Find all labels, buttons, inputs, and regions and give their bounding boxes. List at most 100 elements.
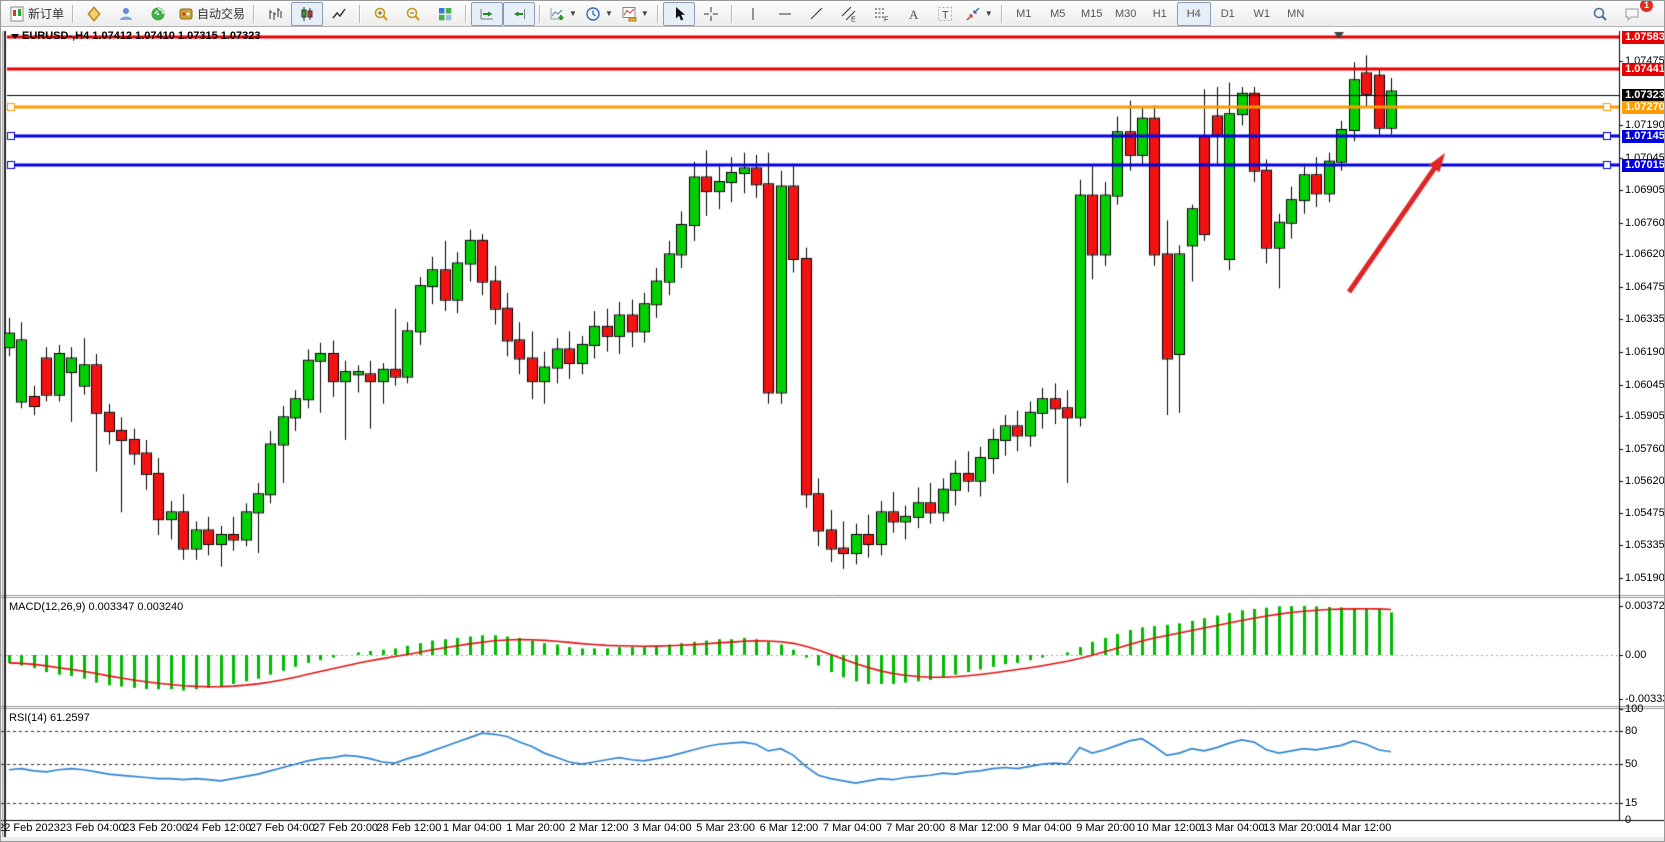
gold-diamond-icon [87, 5, 101, 22]
axis-tick-label: 50 [1625, 758, 1638, 771]
time-tick-label: 23 Feb 20:00 [123, 822, 189, 834]
indicators-button[interactable]: ▼ [545, 2, 581, 26]
fibo-icon: F [874, 8, 888, 22]
search-button[interactable] [1584, 2, 1616, 26]
timeframe-button-w1[interactable]: W1 [1253, 7, 1270, 20]
toolbar-separator [72, 4, 75, 23]
candles-icon [301, 6, 313, 21]
time-tick-label: 24 Feb 12:00 [186, 822, 252, 834]
dropdown-caret-icon[interactable]: ▼ [569, 9, 577, 18]
autotrading-button[interactable]: 自动交易 [174, 2, 249, 26]
channel-button[interactable]: E [833, 2, 865, 26]
timeframe-button-m5[interactable]: M5 [1050, 7, 1066, 20]
timeframe-button-h1[interactable]: H1 [1152, 7, 1167, 20]
axis-tick-label: 1.05335 [1625, 539, 1665, 552]
text-label-button[interactable]: T [929, 2, 961, 26]
dropdown-caret-icon[interactable]: ▼ [604, 9, 613, 18]
text-button[interactable]: A [897, 2, 929, 26]
timeframe-button-m15[interactable]: M15 [1081, 7, 1103, 20]
svg-text:F: F [884, 16, 888, 22]
clock-icon [586, 6, 600, 21]
templates-button[interactable]: ▼ [617, 2, 653, 26]
price-line-badge: 1.07583 [1622, 31, 1664, 44]
axis-tick-label: 1.07190 [1625, 119, 1665, 132]
chat-icon [1625, 8, 1639, 21]
axis-tick-label: 0.003728 [1625, 599, 1665, 612]
zoom-in-icon [374, 7, 388, 21]
axis-tick-label: 1.06905 [1625, 183, 1665, 196]
time-tick-label: 23 Feb 04:00 [59, 822, 125, 834]
time-tick-label: 27 Feb 20:00 [313, 822, 379, 834]
zoom-in-button[interactable] [365, 2, 397, 26]
line-chart-icon [332, 8, 346, 18]
price-line-badge: 1.07441 [1622, 63, 1664, 76]
time-tick-label: 6 Mar 12:00 [759, 822, 819, 834]
bar-chart-button[interactable] [259, 2, 291, 26]
time-tick-label: 28 Feb 12:00 [376, 822, 442, 834]
trendline-button[interactable] [801, 2, 833, 26]
time-tick-label: 5 Mar 23:00 [696, 822, 755, 834]
toolbar-separator [359, 4, 362, 23]
vertical-line-button[interactable] [737, 2, 769, 26]
axis-tick-label: 1.05760 [1625, 443, 1665, 455]
search-icon [1593, 7, 1607, 21]
macd-indicator-label: MACD(12,26,9) 0.003347 0.003240 [9, 601, 184, 613]
axis-tick-label: 15 [1625, 796, 1638, 809]
timeframe-button-m30[interactable]: M30 [1115, 7, 1137, 20]
tile-windows-button[interactable] [429, 2, 461, 26]
chevron-down-icon[interactable] [11, 34, 19, 39]
candle-chart-button[interactable] [291, 1, 324, 26]
new-order [10, 6, 24, 21]
zoom-out-button[interactable] [397, 2, 429, 26]
time-tick-label: 7 Mar 04:00 [822, 822, 882, 834]
dropdown-caret-icon[interactable]: ▼ [640, 9, 649, 18]
community-button[interactable] [110, 2, 142, 26]
price-line-badge: 1.07323 [1622, 89, 1664, 102]
line-chart-button[interactable] [323, 2, 355, 26]
time-tick-label: 2 Mar 12:00 [569, 822, 629, 834]
time-tick-label: 3 Mar 04:00 [632, 822, 692, 834]
axis-tick-label: 1.06760 [1625, 216, 1665, 229]
arrows-button[interactable]: ▼ [961, 2, 997, 26]
chart-title: EURUSD-,H4 1.07412 1.07410 1.07315 1.073… [11, 30, 261, 42]
price-line-badge: 1.07145 [1622, 130, 1664, 143]
text-t-icon: T [937, 6, 952, 21]
time-tick-label: 27 Feb 04:00 [249, 822, 315, 834]
timeframe-button-m1[interactable]: M1 [1016, 7, 1032, 20]
dropdown-caret-icon[interactable]: ▼ [984, 9, 993, 18]
bars-icon [269, 7, 282, 20]
tile-icon [439, 7, 452, 20]
price-line-badge: 1.07270 [1622, 101, 1664, 114]
auto-scroll-button[interactable] [471, 1, 504, 26]
timeframe-button-h4[interactable]: H4 [1176, 1, 1211, 26]
quotes-button[interactable] [78, 2, 110, 26]
chart-shift-button[interactable] [503, 1, 536, 26]
broadcast-icon [151, 7, 165, 20]
axis-tick-label: 0 [1625, 813, 1632, 826]
notifications-button[interactable]: 1 [1616, 1, 1653, 26]
cursor-button[interactable] [662, 1, 695, 26]
chart-canvas[interactable] [1, 27, 1664, 841]
timeframe-button-d1[interactable]: D1 [1220, 7, 1235, 20]
axis-tick-label: 1.06620 [1625, 248, 1665, 261]
periods-button[interactable]: ▼ [581, 2, 617, 26]
fibonacci-button[interactable]: F [865, 2, 897, 26]
text-a-icon: A [909, 7, 919, 22]
signals-button[interactable] [142, 2, 174, 26]
timeframe-button-mn[interactable]: MN [1287, 7, 1305, 20]
time-tick-label: 10 Mar 12:00 [1136, 822, 1202, 834]
svg-text:T: T [942, 9, 949, 21]
axis-tick-label: 1.05475 [1625, 507, 1665, 520]
toolbar-separator [656, 4, 659, 23]
time-tick-label: 9 Mar 04:00 [1012, 822, 1072, 834]
crosshair-button[interactable] [695, 2, 727, 26]
main-toolbar: 新订单 自动交易 ▼ ▼ ▼ E F A T ▼ M1 M5 M15 M30 H1 H4 D1 W1 MN 1 [1, 1, 1664, 27]
channel-icon: E [841, 6, 856, 22]
time-tick-label: 9 Mar 20:00 [1076, 822, 1135, 834]
chart-shift-icon [514, 8, 526, 19]
person-icon [120, 7, 133, 20]
vline-icon [752, 7, 754, 20]
new-order-button[interactable]: 新订单 [5, 2, 68, 26]
axis-tick-label: 100 [1625, 702, 1644, 715]
horizontal-line-button[interactable] [769, 2, 801, 26]
